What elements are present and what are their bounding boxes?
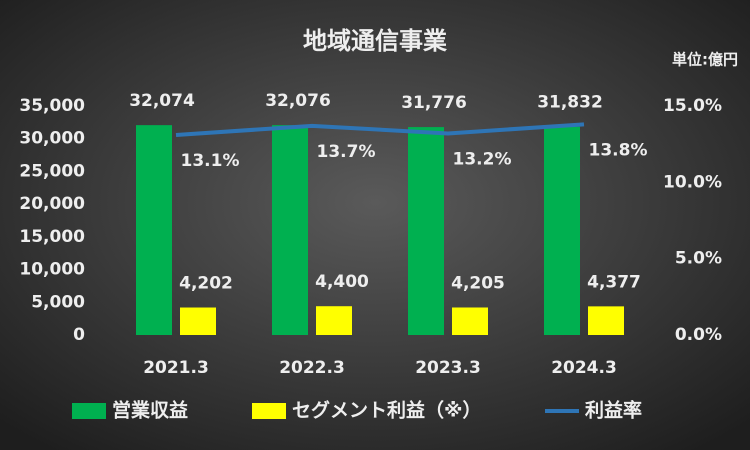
chart-title: 地域通信事業 [303, 27, 447, 55]
legend-swatch [72, 403, 106, 419]
x-tick-label: 2024.3 [551, 358, 617, 378]
y-tick-label: 20,000 [19, 194, 85, 214]
value-label: 13.7% [317, 142, 376, 162]
x-tick-label: 2023.3 [415, 358, 481, 378]
y-tick-label: 25,000 [19, 161, 85, 181]
y2-tick-label: 10.0% [663, 172, 722, 192]
bar [316, 306, 352, 335]
y-tick-label: 15,000 [19, 227, 85, 247]
legend-label: 利益率 [585, 399, 642, 422]
value-label: 4,205 [451, 273, 505, 293]
value-label: 4,377 [587, 272, 641, 292]
y-tick-label: 5,000 [31, 292, 85, 312]
legend-label: 営業収益 [112, 399, 188, 422]
value-label: 32,076 [265, 91, 331, 111]
line [175, 122, 585, 138]
value-label: 13.8% [589, 140, 648, 160]
unit-label: 単位:億円 [672, 51, 738, 69]
y2-tick-label: 0.0% [675, 325, 722, 345]
bar [136, 125, 172, 335]
y2-tick-label: 15.0% [663, 96, 722, 116]
y-tick-label: 30,000 [19, 129, 85, 149]
legend-swatch [252, 403, 286, 419]
y2-tick-label: 5.0% [675, 249, 722, 269]
bar [180, 307, 216, 335]
y-tick-label: 35,000 [19, 96, 85, 116]
value-label: 13.1% [181, 151, 240, 171]
y-tick-label: 0 [73, 325, 85, 345]
value-label: 13.2% [453, 149, 512, 169]
legend-label: セグメント利益（※） [292, 399, 481, 422]
value-label: 4,400 [315, 272, 369, 292]
bar [452, 307, 488, 335]
value-label: 31,832 [537, 93, 603, 113]
x-tick-label: 2022.3 [279, 358, 345, 378]
x-tick-label: 2021.3 [143, 358, 209, 378]
bar [588, 306, 624, 335]
bar [408, 127, 444, 335]
bar [272, 125, 308, 335]
y-tick-label: 10,000 [19, 260, 85, 280]
value-label: 4,202 [179, 274, 233, 294]
value-label: 31,776 [401, 93, 467, 113]
bar [544, 126, 580, 335]
value-label: 32,074 [129, 91, 195, 111]
